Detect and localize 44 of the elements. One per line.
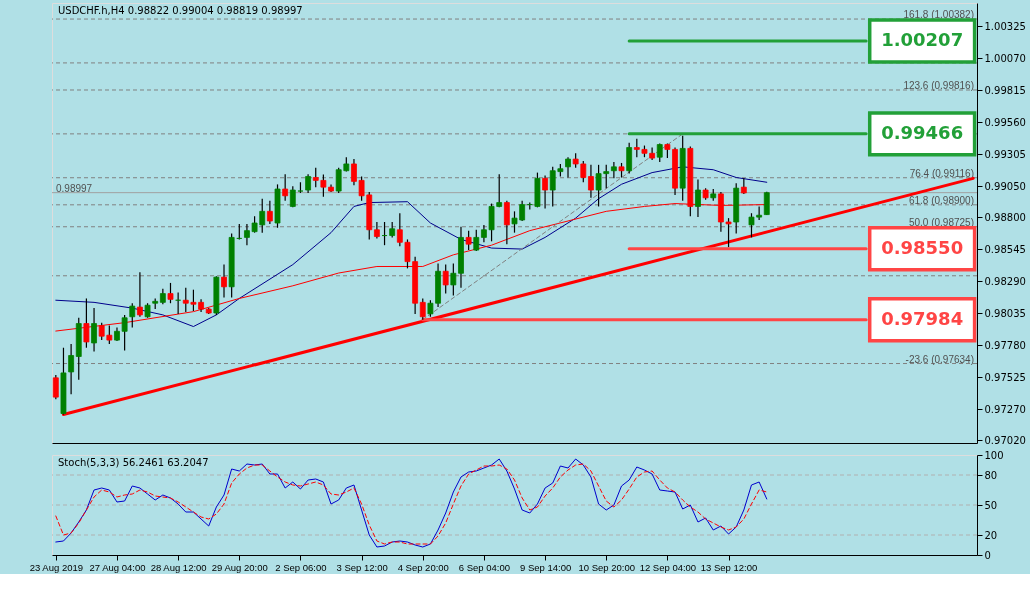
y-tick-label: 1.00070 (984, 52, 1026, 64)
data-label: 0.99466 (881, 121, 964, 143)
x-tick-label: 29 Aug 20:00 (211, 561, 268, 573)
ref-line-label: 161.8 (1.00382) (903, 9, 974, 21)
y-tick-label: 80 (984, 469, 998, 481)
x-tick-label: 12 Sep 04:00 (639, 561, 697, 573)
y-tick-label: 0.98290 (984, 275, 1026, 287)
y-tick-label: 100 (984, 449, 1004, 461)
y-tick-label: 0.98800 (984, 211, 1026, 223)
y-tick-label: 0.98035 (984, 307, 1026, 319)
ref-line-label: 50.0 (0.98725) (908, 216, 974, 228)
y-tick-label: 1.00325 (984, 20, 1026, 32)
x-tick-label: 10 Sep 20:00 (578, 561, 635, 573)
y-tick-label: 0.97270 (984, 403, 1026, 415)
x-tick-label: 4 Sep 20:00 (397, 561, 449, 573)
ref-line-label: -23.6 (0.97634) (905, 353, 974, 365)
y-tick-label: 0.97020 (984, 434, 1026, 446)
y-tick-label: 0.99815 (984, 84, 1026, 96)
x-tick-label: 27 Aug 04:00 (89, 561, 146, 573)
ref-line-label: 76.4 (0.99116) (909, 167, 974, 179)
x-tick-label: 28 Aug 12:00 (150, 561, 207, 573)
x-tick-label: 2 Sep 06:00 (275, 561, 327, 573)
chart-title: Stoch(5,3,3) 56.2461 63.2047 (58, 457, 209, 468)
y-tick-label: 0 (984, 549, 991, 561)
x-tick-label: 9 Sep 14:00 (519, 561, 572, 573)
y-tick-label: 0.99560 (984, 116, 1026, 128)
x-tick-label: 23 Aug 2019 (29, 561, 83, 573)
data-label: 0.97984 (881, 307, 964, 329)
data-label: 1.00207 (881, 28, 964, 50)
y-tick-label: 0.98545 (984, 243, 1026, 255)
y-tick-label: 50 (984, 499, 998, 511)
y-tick-label: 20 (984, 529, 998, 541)
x-tick-label: 6 Sep 04:00 (458, 561, 511, 573)
ref-line-label: 61.8 (0.98900) (908, 194, 974, 206)
y-tick-label: 0.99305 (984, 148, 1026, 160)
ref-line-label: 123.6 (0.99816) (903, 80, 974, 91)
x-tick-label: 13 Sep 12:00 (700, 561, 758, 573)
x-tick-label: 3 Sep 12:00 (336, 561, 388, 573)
y-tick-label: 0.97780 (984, 339, 1026, 351)
ref-line-label: 0.98997 (56, 182, 93, 194)
data-label: 0.98550 (881, 236, 964, 258)
chart-title: USDCHF.h,H4 0.98822 0.99004 0.98819 0.98997 (58, 5, 303, 16)
y-tick-label: 0.99050 (984, 180, 1026, 192)
y-tick-label: 0.97525 (984, 371, 1026, 383)
